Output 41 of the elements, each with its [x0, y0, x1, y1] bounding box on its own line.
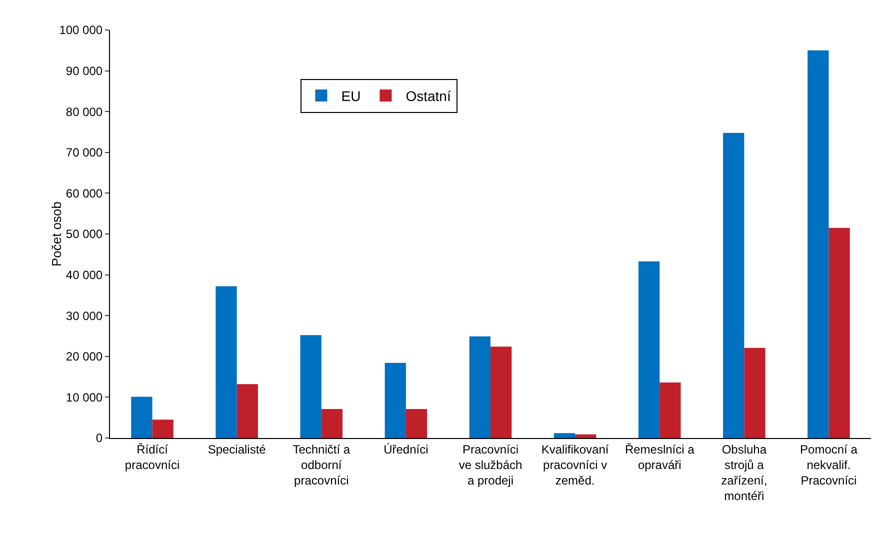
y-tick-label: 0: [96, 431, 103, 446]
bar: [575, 434, 596, 438]
x-tick-label: Pracovníci ve službách a prodeji: [458, 442, 522, 488]
bar: [131, 396, 152, 438]
legend-label: EU: [341, 88, 361, 104]
y-tick-label: 60 000: [66, 186, 103, 200]
bar: [808, 50, 829, 438]
bar: [828, 228, 850, 438]
bar: [638, 261, 660, 438]
bar: [300, 335, 322, 438]
y-axis-title: Počet osob: [48, 201, 64, 267]
y-tick-label: 70 000: [66, 146, 103, 160]
bar: [490, 346, 512, 438]
y-tick-label: 30 000: [66, 308, 103, 323]
y-tick-label: 80 000: [66, 104, 103, 119]
legend-label: Ostatní: [406, 88, 451, 104]
y-tick-label: 20 000: [66, 350, 103, 364]
x-tick-label: Úředníci: [384, 442, 428, 456]
y-tick-label: 50 000: [66, 227, 103, 242]
x-tick-label: Techničtí a odborní pracovníci: [292, 442, 350, 488]
bar: [384, 362, 406, 438]
bar: [744, 348, 766, 438]
y-tick-label: 40 000: [66, 268, 103, 282]
bar: [236, 384, 258, 438]
x-tick-label: Řídící pracovníci: [124, 442, 180, 472]
x-tick-label: Specialisté: [208, 442, 266, 456]
bar: [660, 382, 681, 438]
bar: [321, 409, 343, 438]
x-tick-label: Kvalifikovaní pracovníci v zeměd.: [541, 442, 610, 488]
bar: [406, 409, 428, 438]
y-tick-label: 10 000: [66, 390, 103, 404]
bar: [152, 420, 174, 438]
bar: [723, 132, 744, 438]
bar: [216, 286, 237, 438]
x-tick-label: Řemeslníci a opraváři: [624, 442, 695, 472]
x-tick-label: Pomocní a nekvalif. Pracovníci: [800, 442, 858, 488]
bar: [469, 336, 490, 438]
bar: [554, 433, 576, 438]
y-tick-label: 100 000: [59, 23, 103, 38]
x-tick-label: Obsluha strojů a zařízení, montéři: [721, 442, 768, 504]
y-tick-label: 90 000: [66, 64, 103, 78]
